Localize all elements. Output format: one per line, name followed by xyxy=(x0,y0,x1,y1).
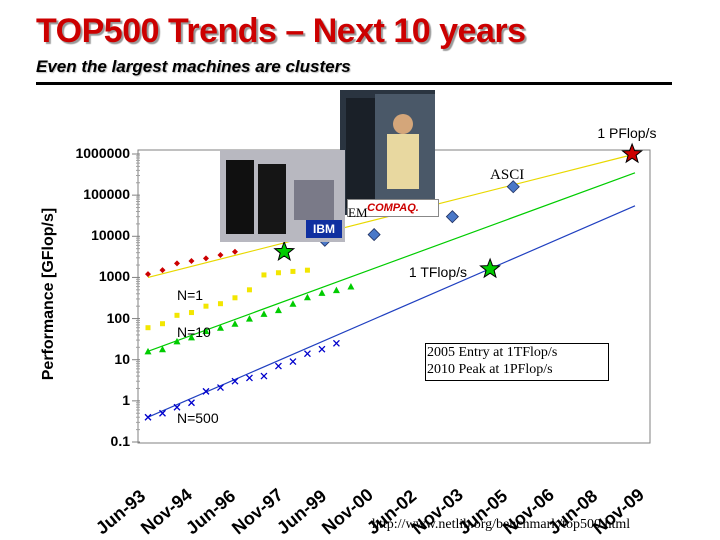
data-point xyxy=(347,283,355,290)
data-point xyxy=(245,374,253,382)
data-point xyxy=(187,333,195,341)
y-tick-label: 0.1 xyxy=(110,433,130,449)
data-point xyxy=(173,403,181,411)
data-point xyxy=(159,267,166,274)
slide-title: TOP500 Trends – Next 10 years xyxy=(36,12,526,50)
trend-line xyxy=(147,205,636,418)
y-tick-label: 1000 xyxy=(98,268,130,285)
data-point xyxy=(145,271,151,278)
milestone-note-line-1: 2005 Entry at 1TFlop/s xyxy=(427,345,558,360)
data-point xyxy=(231,377,239,385)
data-point xyxy=(303,293,311,301)
source-url[interactable]: http://www.netlib.org/benchmark/top500.h… xyxy=(372,517,631,532)
data-series xyxy=(144,180,520,421)
data-point xyxy=(275,270,281,276)
data-point xyxy=(445,210,459,224)
data-point xyxy=(232,295,238,301)
data-point xyxy=(304,267,310,273)
chart-annotation: N=10 xyxy=(176,323,211,340)
data-point xyxy=(188,310,194,316)
data-point xyxy=(203,303,209,309)
data-point xyxy=(367,228,381,242)
data-point xyxy=(246,287,252,293)
data-point xyxy=(303,350,311,358)
compaq-logo: COMPAQ. xyxy=(347,199,439,217)
data-point xyxy=(217,301,223,307)
slide-subtitle: Even the largest machines are clusters xyxy=(36,57,351,76)
data-point xyxy=(274,362,282,370)
data-point xyxy=(144,413,152,421)
data-point xyxy=(332,339,340,347)
milestone-star xyxy=(273,240,296,262)
lab-photo xyxy=(375,94,435,206)
y-tick-label: 100000 xyxy=(83,186,130,203)
ibm-machines-photo: IBM xyxy=(220,150,345,242)
milestone-note-line-2: 2010 Peak at 1PFlop/s xyxy=(427,362,553,377)
y-tick-label: 10000 xyxy=(91,227,130,244)
data-point xyxy=(231,248,238,255)
y-tick-label: 100 xyxy=(106,309,130,326)
data-point xyxy=(261,272,267,278)
milestone-note-box: 2005 Entry at 1TFlop/s 2010 Peak at 1PFl… xyxy=(425,343,609,381)
data-point xyxy=(188,399,195,407)
y-tick-label: 10 xyxy=(114,350,130,367)
y-tick-label: 1 xyxy=(122,391,130,408)
data-point xyxy=(216,324,224,331)
data-point xyxy=(174,312,180,318)
milestone-star xyxy=(479,257,501,279)
chart-annotation: 1 PFlop/s xyxy=(597,125,657,142)
data-point xyxy=(260,372,268,380)
chart-annotation: ASCI xyxy=(490,166,525,183)
data-point xyxy=(145,325,151,331)
data-point xyxy=(202,255,209,262)
data-point xyxy=(159,321,165,327)
trend-line xyxy=(147,172,636,352)
data-point xyxy=(144,347,152,355)
ibm-logo: IBM xyxy=(306,220,342,238)
data-point xyxy=(158,345,166,353)
chart-annotation: N=1 xyxy=(176,287,204,304)
data-point xyxy=(289,358,297,366)
eml-label: EM xyxy=(348,205,368,220)
data-point xyxy=(188,258,195,265)
data-point xyxy=(202,387,210,395)
y-tick-label: 1000000 xyxy=(75,145,130,161)
data-point xyxy=(332,286,340,294)
data-point xyxy=(173,260,180,267)
data-point xyxy=(289,300,297,307)
data-point xyxy=(217,384,224,392)
milestone-star xyxy=(621,142,643,164)
data-point xyxy=(290,268,296,274)
data-point xyxy=(274,306,282,314)
title-rule xyxy=(36,82,672,85)
data-point xyxy=(318,289,326,296)
data-point xyxy=(173,337,181,345)
data-point xyxy=(159,409,166,417)
chart-annotation: N=500 xyxy=(176,410,219,427)
data-point xyxy=(231,320,239,327)
chart-annotation: 1 TFlop/s xyxy=(408,263,467,280)
milestone-stars xyxy=(273,142,643,279)
data-point xyxy=(506,180,520,194)
data-point xyxy=(245,315,253,322)
data-point xyxy=(217,252,224,259)
data-point xyxy=(260,310,268,317)
data-point xyxy=(202,327,210,334)
data-point xyxy=(318,345,326,353)
